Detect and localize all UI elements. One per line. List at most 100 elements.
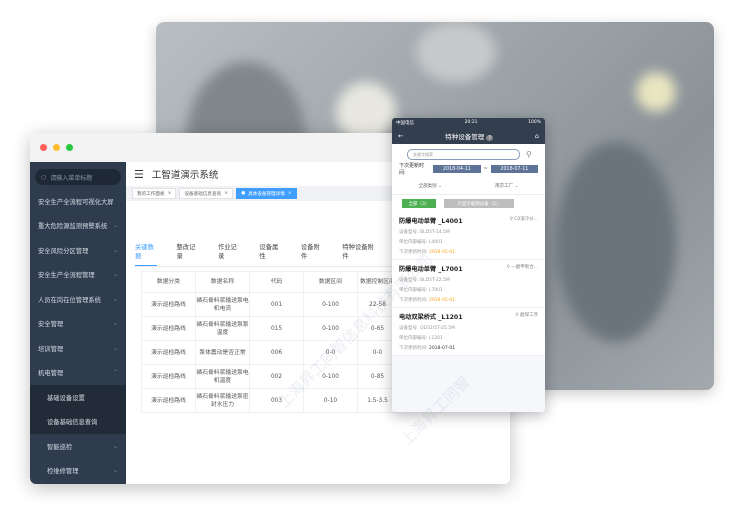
sidebar-item[interactable]: 安全风险分区管理 ⌄ <box>30 238 126 263</box>
chevron-icon: ⌄ <box>112 246 118 254</box>
field-value: L4001 <box>428 240 443 245</box>
help-icon[interactable]: ? <box>486 134 494 141</box>
active-dot-icon: ● <box>241 191 246 196</box>
field-value: BLD5T-22.5M <box>419 278 450 283</box>
field-label: 单位内部编号: <box>399 336 428 341</box>
page-tab[interactable]: 我的工作面板 × <box>132 188 177 199</box>
table-cell: 演示巡检路线 <box>141 340 196 365</box>
sidebar-item[interactable]: 培训管理 ⌄ <box>30 336 126 361</box>
close-tab-icon[interactable]: × <box>287 191 292 196</box>
equipment-card[interactable]: 防爆电动单臂 _L4001 ⚲ C0溶冷分... 设备型号: BLD5T-14.5M… <box>392 212 545 260</box>
page-tab-label: 设备基础信息查询 <box>184 191 222 197</box>
search-icon[interactable]: ⚲ <box>526 150 532 159</box>
sidebar-item[interactable]: 智能巡检 ⌄ <box>30 434 126 459</box>
sidebar-item[interactable]: 检维修管理 ⌄ <box>30 459 126 484</box>
location-pin-icon: ⚲ <box>509 217 515 222</box>
card-field: 设备型号: BLD5T-14.5M <box>399 229 538 235</box>
category-filter[interactable]: 全部类别 ⌄ <box>418 184 442 189</box>
close-tab-icon[interactable]: × <box>224 191 229 196</box>
page-tab[interactable]: ● 具体设备管理详情 × <box>236 188 297 199</box>
sidebar-subitem-label: 基础设备设置 <box>47 394 85 402</box>
field-value: L1201 <box>428 336 443 341</box>
sidebar-subitem[interactable]: 基础设备设置 <box>30 385 126 410</box>
home-icon[interactable]: ⌂ <box>534 131 539 140</box>
keyword-search-input[interactable]: 关键字搜索 <box>407 149 520 160</box>
page-tab[interactable]: 设备基础信息查询 × <box>179 188 234 199</box>
location-pin-icon: ⚲ <box>506 265 512 270</box>
back-arrow-icon[interactable]: ← <box>398 131 404 140</box>
menu-toggle-icon[interactable]: ☰ <box>134 167 144 181</box>
table-row: 演示巡检路线 磷石膏料浆输送泵泵温度 015 0-100 0-65 <box>141 316 398 341</box>
sidebar-item-label: 重大危险源监测预警系统 <box>38 223 108 231</box>
table-row: 演示巡检路线 磷石膏料浆输送泵密封水压力 003 0-10 1.5-3.5 <box>141 388 398 413</box>
close-tab-icon[interactable]: × <box>167 191 172 196</box>
equipment-name: 防爆电动单臂 _L7001 <box>399 266 463 273</box>
column-header: 数据分类 <box>141 271 196 293</box>
table-cell: 003 <box>249 388 304 413</box>
field-value: QD32/5T-25.5M <box>419 326 455 331</box>
detail-tab[interactable]: 设备附件 <box>300 244 320 260</box>
location-pin-icon: ⚲ <box>515 313 520 318</box>
sidebar-item-label: 智能巡检 <box>47 443 73 451</box>
menu-search-input[interactable]: ○ 请输入菜单标题 <box>35 169 121 185</box>
maximize-button[interactable] <box>66 144 73 151</box>
field-label: 单位内部编号: <box>399 240 428 245</box>
field-value: 2018-05-01 <box>428 298 456 303</box>
sidebar-subitem-label: 设备基础信息查询 <box>47 419 98 427</box>
field-value: 2018-05-01 <box>428 250 456 255</box>
table-row: 演示巡检路线 磷石膏料浆输送泵电机温度 002 0-100 0-85 <box>141 364 398 389</box>
column-header: 数据名称 <box>195 271 250 293</box>
sidebar-item[interactable]: 机电管理 ⌃ <box>30 361 126 386</box>
field-label: 单位内部编号: <box>399 288 428 293</box>
sidebar-item[interactable]: 安全生产全流程可视化大屏 <box>30 189 126 214</box>
sidebar-item[interactable]: 重大危险源监测预警系统 ⌄ <box>30 214 126 239</box>
factory-filter[interactable]: 南京工厂 ⌄ <box>495 184 519 189</box>
status-bar: 中国电信 20:21 100% <box>392 118 545 127</box>
date-from-input[interactable]: 2018-04-11 <box>433 165 481 173</box>
card-field: 单位内部编号: L4001 <box>399 239 538 245</box>
close-button[interactable] <box>40 144 47 151</box>
all-filter-chip[interactable]: 全部（3） <box>402 199 436 208</box>
table-cell: 演示巡检路线 <box>141 388 196 413</box>
detail-tab[interactable]: 整改记录 <box>176 244 196 260</box>
sidebar-item-label: 机电管理 <box>38 370 64 378</box>
card-field: 下次更新时间: 2018-07-01 <box>399 345 538 351</box>
equipment-card[interactable]: 防爆电动单臂 _L7001 ⚲ 一磨甲製合... 设备型号: BLD5T-22.5M… <box>392 260 545 308</box>
field-label: 设备型号: <box>399 278 419 283</box>
detail-tabs: 关键数据 整改记录 作业记录 设备属性 设备附件 特种设备附件 <box>135 238 395 267</box>
detail-tab[interactable]: 作业记录 <box>217 244 237 260</box>
detail-tab[interactable]: 设备属性 <box>259 244 279 260</box>
chevron-icon: ⌄ <box>112 442 118 450</box>
chevron-icon: ⌄ <box>112 344 118 352</box>
field-label: 设备型号: <box>399 326 419 331</box>
table-cell: 1.5-3.5 <box>357 388 398 413</box>
table-cell: 002 <box>249 364 304 389</box>
sidebar-item-label: 安全风险分区管理 <box>38 247 89 255</box>
chevron-icon: ⌄ <box>112 271 118 279</box>
table-cell: 0-100 <box>303 292 358 317</box>
card-title-row: 电动双梁桥式 _L1201 ⚲ 磨煤工序 <box>399 312 538 321</box>
table-row: 演示巡检路线 泵体震动是否正常 006 0-0 0-0 <box>141 340 398 365</box>
date-to-input[interactable]: 2018-07-11 <box>490 165 539 173</box>
location-text: 磨煤工序 <box>520 313 538 318</box>
column-header: 数据区间 <box>303 271 358 293</box>
sidebar-item-label: 人员在岗在位管理系统 <box>38 296 101 304</box>
card-title-row: 防爆电动单臂 _L4001 ⚲ C0溶冷分... <box>399 216 538 225</box>
card-field: 设备型号: BLD5T-22.5M <box>399 277 538 283</box>
sidebar: ○ 请输入菜单标题 安全生产全流程可视化大屏 重大危险源监测预警系统 ⌄ 安全风险分区… <box>30 162 126 484</box>
chevron-icon: ⌄ <box>112 295 118 303</box>
expiring-filter-chip[interactable]: 只显示临期设备（2） <box>444 199 514 208</box>
table-cell: 磷石膏料浆输送泵密封水压力 <box>195 388 250 413</box>
detail-tab[interactable]: 特种设备附件 <box>342 244 374 260</box>
field-value: BLD5T-14.5M <box>419 230 450 235</box>
table-cell: 0-100 <box>303 316 358 341</box>
sidebar-subitem[interactable]: 设备基础信息查询 <box>30 409 126 434</box>
sidebar-item[interactable]: 人员在岗在位管理系统 ⌄ <box>30 287 126 312</box>
minimize-button[interactable] <box>53 144 60 151</box>
phone-nav: ← 特种设备管理 ? ⌂ <box>392 127 545 144</box>
card-title-row: 防爆电动单臂 _L7001 ⚲ 一磨甲製合... <box>399 264 538 273</box>
equipment-card[interactable]: 电动双梁桥式 _L1201 ⚲ 磨煤工序设备型号: QD32/5T-25.5M 单位… <box>392 308 545 356</box>
detail-tab[interactable]: 关键数据 <box>135 238 158 266</box>
sidebar-item[interactable]: 安全管理 ⌄ <box>30 312 126 337</box>
sidebar-item[interactable]: 安全生产全流程管理 ⌄ <box>30 263 126 288</box>
